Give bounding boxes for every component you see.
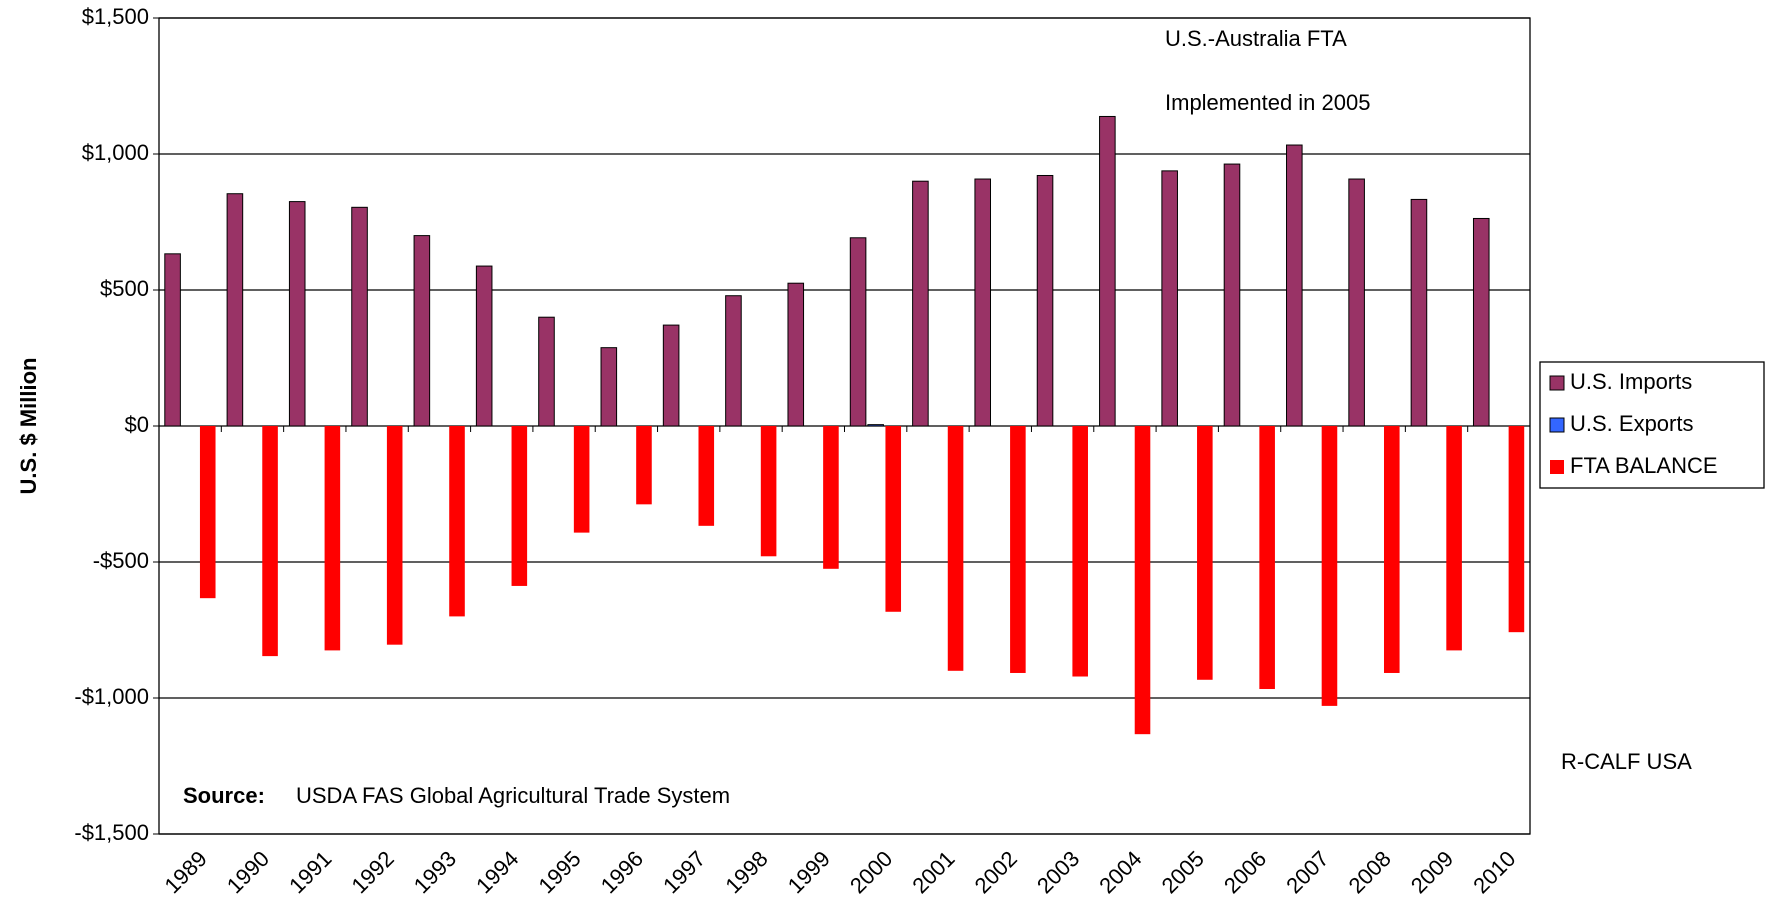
bar bbox=[288, 201, 306, 427]
credit: R-CALF USA bbox=[1561, 749, 1692, 774]
x-tick-label: 1993 bbox=[409, 846, 461, 898]
bar bbox=[662, 324, 680, 427]
bar bbox=[849, 237, 867, 427]
bar bbox=[1446, 426, 1462, 651]
bar bbox=[636, 426, 652, 505]
bar bbox=[1508, 426, 1525, 633]
legend-swatch bbox=[1550, 460, 1564, 474]
x-tick-label: 2009 bbox=[1406, 846, 1458, 898]
bar bbox=[351, 206, 368, 427]
source-text: USDA FAS Global Agricultural Trade Syste… bbox=[296, 783, 730, 808]
x-tick-label: 2007 bbox=[1281, 846, 1333, 898]
bar bbox=[1383, 426, 1400, 673]
bar bbox=[324, 426, 341, 651]
x-tick-label: 1991 bbox=[284, 846, 336, 898]
x-tick-label: 1998 bbox=[720, 846, 772, 898]
legend-swatch bbox=[1549, 375, 1565, 391]
bar bbox=[698, 426, 715, 526]
bar bbox=[1410, 198, 1428, 427]
bar bbox=[787, 282, 805, 427]
legend-label: U.S. Exports bbox=[1570, 411, 1693, 436]
bar bbox=[912, 180, 929, 427]
bar bbox=[511, 426, 528, 586]
bar bbox=[1161, 170, 1178, 427]
source-label: Source: bbox=[183, 783, 265, 808]
bar bbox=[413, 235, 431, 427]
legend-swatch bbox=[1549, 417, 1565, 433]
y-tick-label: -$1,000 bbox=[74, 684, 149, 709]
x-tick-label: 1990 bbox=[222, 846, 274, 898]
bar bbox=[1099, 115, 1116, 427]
x-tick-label: 1997 bbox=[658, 846, 710, 898]
bar bbox=[1321, 426, 1338, 706]
x-tick-label: 2005 bbox=[1157, 846, 1209, 898]
bar bbox=[573, 426, 590, 533]
bar bbox=[947, 426, 964, 671]
y-tick-label: $0 bbox=[125, 412, 149, 437]
bar bbox=[199, 426, 216, 599]
x-tick-label: 2000 bbox=[845, 846, 897, 898]
bar bbox=[823, 426, 839, 569]
bar bbox=[725, 295, 742, 427]
bar bbox=[1472, 217, 1490, 427]
bar bbox=[475, 265, 493, 427]
x-tick-label: 2006 bbox=[1219, 846, 1271, 898]
bar bbox=[226, 193, 244, 427]
bar bbox=[1348, 178, 1365, 427]
bar bbox=[164, 253, 181, 427]
x-tick-label: 2010 bbox=[1468, 846, 1520, 898]
bar bbox=[760, 426, 777, 557]
y-tick-label: $1,500 bbox=[82, 4, 149, 29]
x-tick-label: 2001 bbox=[907, 846, 959, 898]
y-tick-label: $500 bbox=[100, 276, 149, 301]
bar bbox=[1223, 163, 1241, 427]
x-tick-label: 2002 bbox=[970, 846, 1022, 898]
bar bbox=[974, 178, 992, 427]
x-tick-label: 1989 bbox=[160, 846, 212, 898]
bar bbox=[885, 426, 902, 612]
bar bbox=[600, 347, 618, 427]
annotation: Implemented in 2005 bbox=[1165, 90, 1370, 115]
bar bbox=[1259, 426, 1275, 690]
bar bbox=[1197, 426, 1213, 680]
x-tick-label: 1994 bbox=[471, 846, 523, 898]
y-tick-label: $1,000 bbox=[82, 140, 149, 165]
x-tick-label: 2008 bbox=[1344, 846, 1396, 898]
y-tick-label: -$1,500 bbox=[74, 820, 149, 845]
x-tick-label: 1999 bbox=[783, 846, 835, 898]
y-tick-label: -$500 bbox=[93, 548, 149, 573]
annotation: U.S.-Australia FTA bbox=[1165, 26, 1347, 51]
x-tick-label: 1992 bbox=[346, 846, 398, 898]
bar bbox=[1134, 426, 1151, 735]
bar bbox=[449, 426, 465, 617]
bar bbox=[867, 424, 884, 427]
bar bbox=[1036, 174, 1054, 427]
legend-label: FTA BALANCE bbox=[1570, 453, 1718, 478]
bar bbox=[386, 426, 403, 645]
bar bbox=[1010, 426, 1026, 673]
x-tick-label: 2003 bbox=[1032, 846, 1084, 898]
y-axis-label: U.S. $ Million bbox=[16, 358, 41, 495]
bar bbox=[538, 316, 555, 427]
legend-label: U.S. Imports bbox=[1570, 369, 1692, 394]
bar bbox=[1286, 144, 1303, 427]
bar bbox=[1072, 426, 1088, 677]
legend bbox=[1539, 361, 1765, 489]
x-tick-label: 2004 bbox=[1094, 846, 1146, 898]
x-tick-label: 1996 bbox=[596, 846, 648, 898]
x-tick-label: 1995 bbox=[533, 846, 585, 898]
bar bbox=[262, 426, 278, 657]
